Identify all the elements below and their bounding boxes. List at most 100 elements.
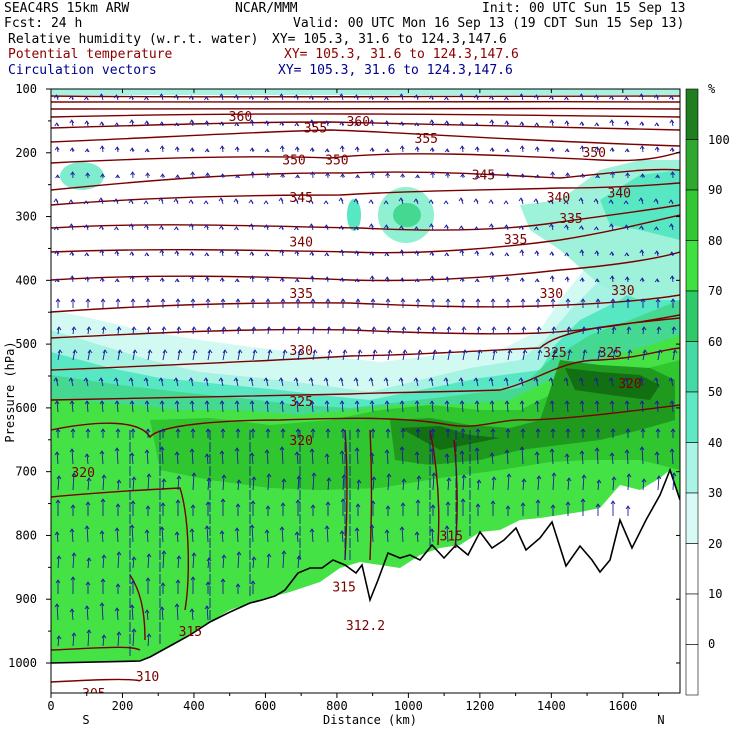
circulation-vector xyxy=(101,530,104,543)
circulation-vector xyxy=(341,450,344,465)
vector-head xyxy=(251,326,257,331)
circulation-vector xyxy=(582,326,585,335)
vector-head xyxy=(144,148,150,153)
circulation-vectors xyxy=(53,93,678,656)
y-tick-label: 900 xyxy=(15,592,37,606)
circulation-vector xyxy=(161,526,164,543)
vector-head xyxy=(309,448,315,453)
vector-head xyxy=(476,479,482,484)
vector-head xyxy=(69,147,75,152)
vector-head xyxy=(189,251,195,256)
vector-head xyxy=(369,223,374,228)
circulation-vector xyxy=(71,608,74,621)
circulation-vector xyxy=(71,528,74,543)
circulation-vector xyxy=(326,525,329,543)
vector-head xyxy=(549,223,554,228)
vector-head xyxy=(653,198,659,203)
circulation-vector xyxy=(296,400,299,413)
vector-head xyxy=(71,552,77,557)
vector-head xyxy=(624,224,629,229)
vector-head xyxy=(518,377,524,382)
circulation-vector xyxy=(191,608,194,621)
circulation-vector xyxy=(252,556,255,569)
circulation-vector xyxy=(641,446,644,465)
theta-label: 335 xyxy=(559,212,582,227)
theta-label: 350 xyxy=(325,153,348,168)
vector-head xyxy=(460,298,466,303)
circulation-vector xyxy=(161,606,164,621)
circulation-vector xyxy=(236,447,239,465)
vector-head xyxy=(668,199,674,204)
vector-head xyxy=(100,298,106,303)
y-tick-label: 800 xyxy=(15,528,37,542)
vector-head xyxy=(160,502,166,507)
vector-head xyxy=(55,499,61,504)
vector-head xyxy=(506,326,512,331)
vector-head xyxy=(84,96,89,101)
vector-head xyxy=(264,96,269,101)
vector-head xyxy=(99,450,105,455)
vector-head xyxy=(264,276,270,281)
vector-head xyxy=(428,199,434,204)
vector-head xyxy=(114,607,120,612)
circulation-vector xyxy=(206,525,209,543)
vector-head xyxy=(369,452,375,457)
vector-head xyxy=(219,121,225,126)
vector-head xyxy=(144,96,149,101)
vector-head xyxy=(428,377,434,382)
circulation-vector xyxy=(265,377,269,387)
vector-head xyxy=(462,349,468,354)
vector-head xyxy=(54,94,59,99)
vector-head xyxy=(461,326,467,331)
vector-head xyxy=(101,474,107,479)
vector-head xyxy=(461,474,467,479)
vector-head xyxy=(189,95,194,100)
circulation-vector xyxy=(116,447,119,465)
colorbar-label: 0 xyxy=(708,637,715,651)
vector-head xyxy=(639,446,645,451)
vector-head xyxy=(161,550,167,555)
vector-head xyxy=(323,377,329,382)
colorbar-label: 100 xyxy=(708,133,730,147)
vector-head xyxy=(432,349,438,354)
vector-head xyxy=(354,146,360,151)
vector-head xyxy=(444,252,450,257)
circulation-vector xyxy=(282,349,286,361)
plot-frame xyxy=(50,88,681,694)
vector-head xyxy=(653,377,659,382)
theta-contour xyxy=(51,251,680,282)
vector-head xyxy=(474,94,479,99)
circulation-vector xyxy=(386,449,389,465)
vector-head xyxy=(159,606,165,611)
vector-head xyxy=(444,525,450,530)
vector-head xyxy=(101,326,107,331)
theta-label: 320 xyxy=(289,434,312,449)
vector-head xyxy=(415,174,420,179)
circulation-vector xyxy=(341,530,344,543)
vector-head xyxy=(278,377,284,382)
vector-head xyxy=(655,298,661,303)
vector-head xyxy=(324,276,330,281)
vector-head xyxy=(564,120,570,125)
terrain-surface-line xyxy=(51,467,680,664)
vector-head xyxy=(146,633,152,638)
vector-head xyxy=(174,146,180,151)
vector-head xyxy=(54,451,60,456)
circulation-vector xyxy=(191,448,194,465)
vector-head xyxy=(400,173,405,178)
vector-head xyxy=(280,173,285,178)
vector-head xyxy=(234,250,240,255)
circulation-vector xyxy=(72,326,75,335)
circulation-vector xyxy=(116,527,119,543)
vector-head xyxy=(69,95,74,100)
vector-head xyxy=(550,428,556,433)
circulation-vector xyxy=(295,377,299,387)
vector-head xyxy=(640,173,645,178)
vector-head xyxy=(294,94,299,99)
vector-head xyxy=(295,298,301,303)
circulation-vector xyxy=(296,531,299,543)
init-time: Init: 00 UTC Sun 15 Sep 13 xyxy=(482,1,686,16)
circulation-vector xyxy=(220,377,224,387)
vector-head xyxy=(173,377,179,382)
field-name-theta: Potential temperature xyxy=(8,47,173,62)
